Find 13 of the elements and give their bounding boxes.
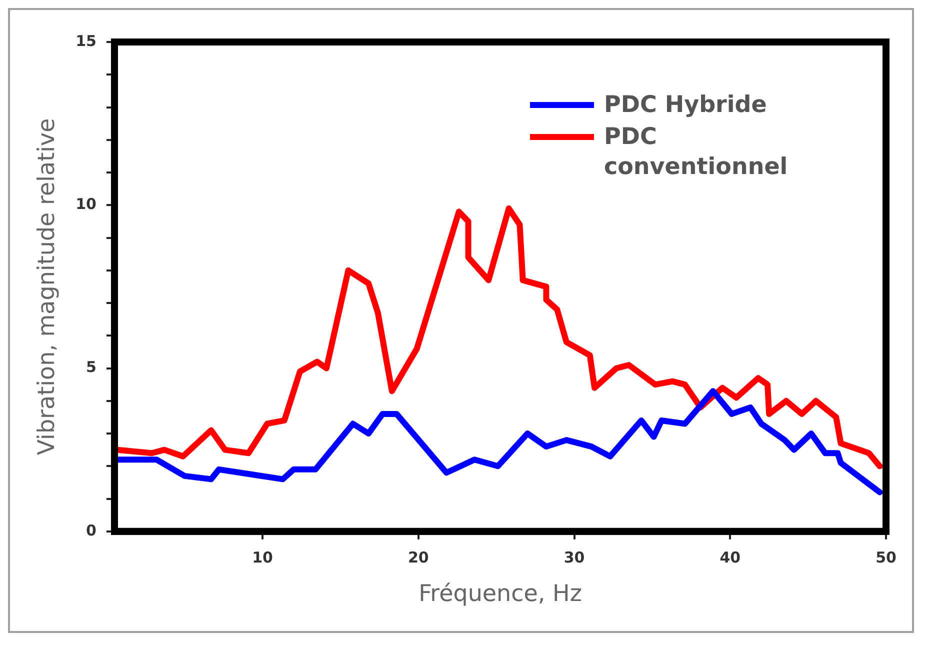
y-axis-title: Vibration, magnitude relative	[34, 118, 60, 456]
x-tick-label: 30	[564, 548, 585, 566]
x-tick-label: 50	[876, 548, 896, 566]
y-tick-label: 15	[76, 32, 96, 50]
legend-label: PDC Hybride	[604, 91, 768, 120]
x-tick-label: 20	[408, 548, 429, 566]
x-axis-title: Fréquence, Hz	[418, 581, 582, 608]
y-tick-label: 0	[86, 521, 96, 540]
y-tick-label: 10	[76, 195, 96, 214]
legend-label: PDC conventionnel	[604, 123, 789, 182]
y-tick-label: 5	[86, 358, 96, 376]
x-tick-label: 40	[720, 548, 741, 566]
x-tick-label: 10	[252, 548, 273, 566]
